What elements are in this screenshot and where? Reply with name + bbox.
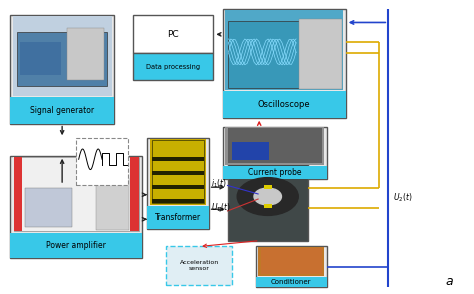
- Bar: [147, 206, 209, 229]
- Bar: [130, 157, 139, 231]
- Bar: [12, 16, 112, 96]
- Bar: [12, 157, 140, 232]
- Bar: [14, 157, 22, 231]
- Bar: [256, 246, 327, 288]
- Bar: [223, 9, 346, 118]
- Bar: [10, 233, 143, 258]
- Bar: [19, 42, 61, 75]
- Bar: [228, 156, 308, 240]
- Bar: [152, 140, 204, 203]
- Bar: [225, 10, 343, 90]
- Bar: [223, 166, 327, 179]
- Bar: [223, 91, 346, 118]
- Bar: [147, 138, 209, 229]
- Bar: [76, 138, 128, 185]
- Text: Current probe: Current probe: [248, 168, 301, 177]
- Bar: [264, 204, 272, 208]
- Text: Data processing: Data processing: [146, 64, 200, 70]
- Bar: [10, 15, 114, 123]
- Bar: [133, 54, 213, 80]
- Bar: [225, 127, 324, 165]
- Bar: [166, 246, 232, 285]
- Bar: [261, 248, 322, 274]
- Bar: [14, 157, 139, 231]
- Bar: [258, 247, 324, 276]
- Bar: [25, 188, 72, 227]
- Bar: [299, 19, 342, 89]
- Bar: [256, 277, 327, 288]
- Bar: [152, 199, 204, 203]
- Text: Acceleration
sensor: Acceleration sensor: [180, 260, 219, 271]
- Text: Oscilloscope: Oscilloscope: [258, 100, 310, 109]
- Circle shape: [254, 188, 282, 205]
- Text: PC: PC: [167, 30, 179, 39]
- Text: Signal generator: Signal generator: [30, 106, 94, 115]
- Bar: [17, 31, 107, 86]
- Bar: [264, 185, 272, 189]
- Bar: [96, 178, 129, 230]
- Text: Conditioner: Conditioner: [271, 279, 311, 285]
- Bar: [228, 21, 299, 88]
- Text: Transformer: Transformer: [155, 213, 201, 222]
- Bar: [223, 126, 327, 179]
- Bar: [152, 185, 204, 189]
- Text: $U_1(t)$: $U_1(t)$: [211, 201, 230, 214]
- Bar: [232, 142, 269, 160]
- Text: $i_1(t)$: $i_1(t)$: [211, 177, 227, 190]
- Text: a: a: [446, 275, 454, 288]
- Bar: [152, 171, 204, 175]
- Bar: [10, 96, 114, 123]
- Bar: [67, 28, 104, 80]
- Circle shape: [237, 178, 298, 216]
- Bar: [150, 139, 206, 206]
- Bar: [152, 157, 204, 161]
- Bar: [228, 128, 322, 163]
- Bar: [133, 15, 213, 54]
- Text: Power amplifier: Power amplifier: [46, 241, 106, 250]
- Text: $U_2(t)$: $U_2(t)$: [393, 192, 412, 204]
- Bar: [10, 156, 143, 258]
